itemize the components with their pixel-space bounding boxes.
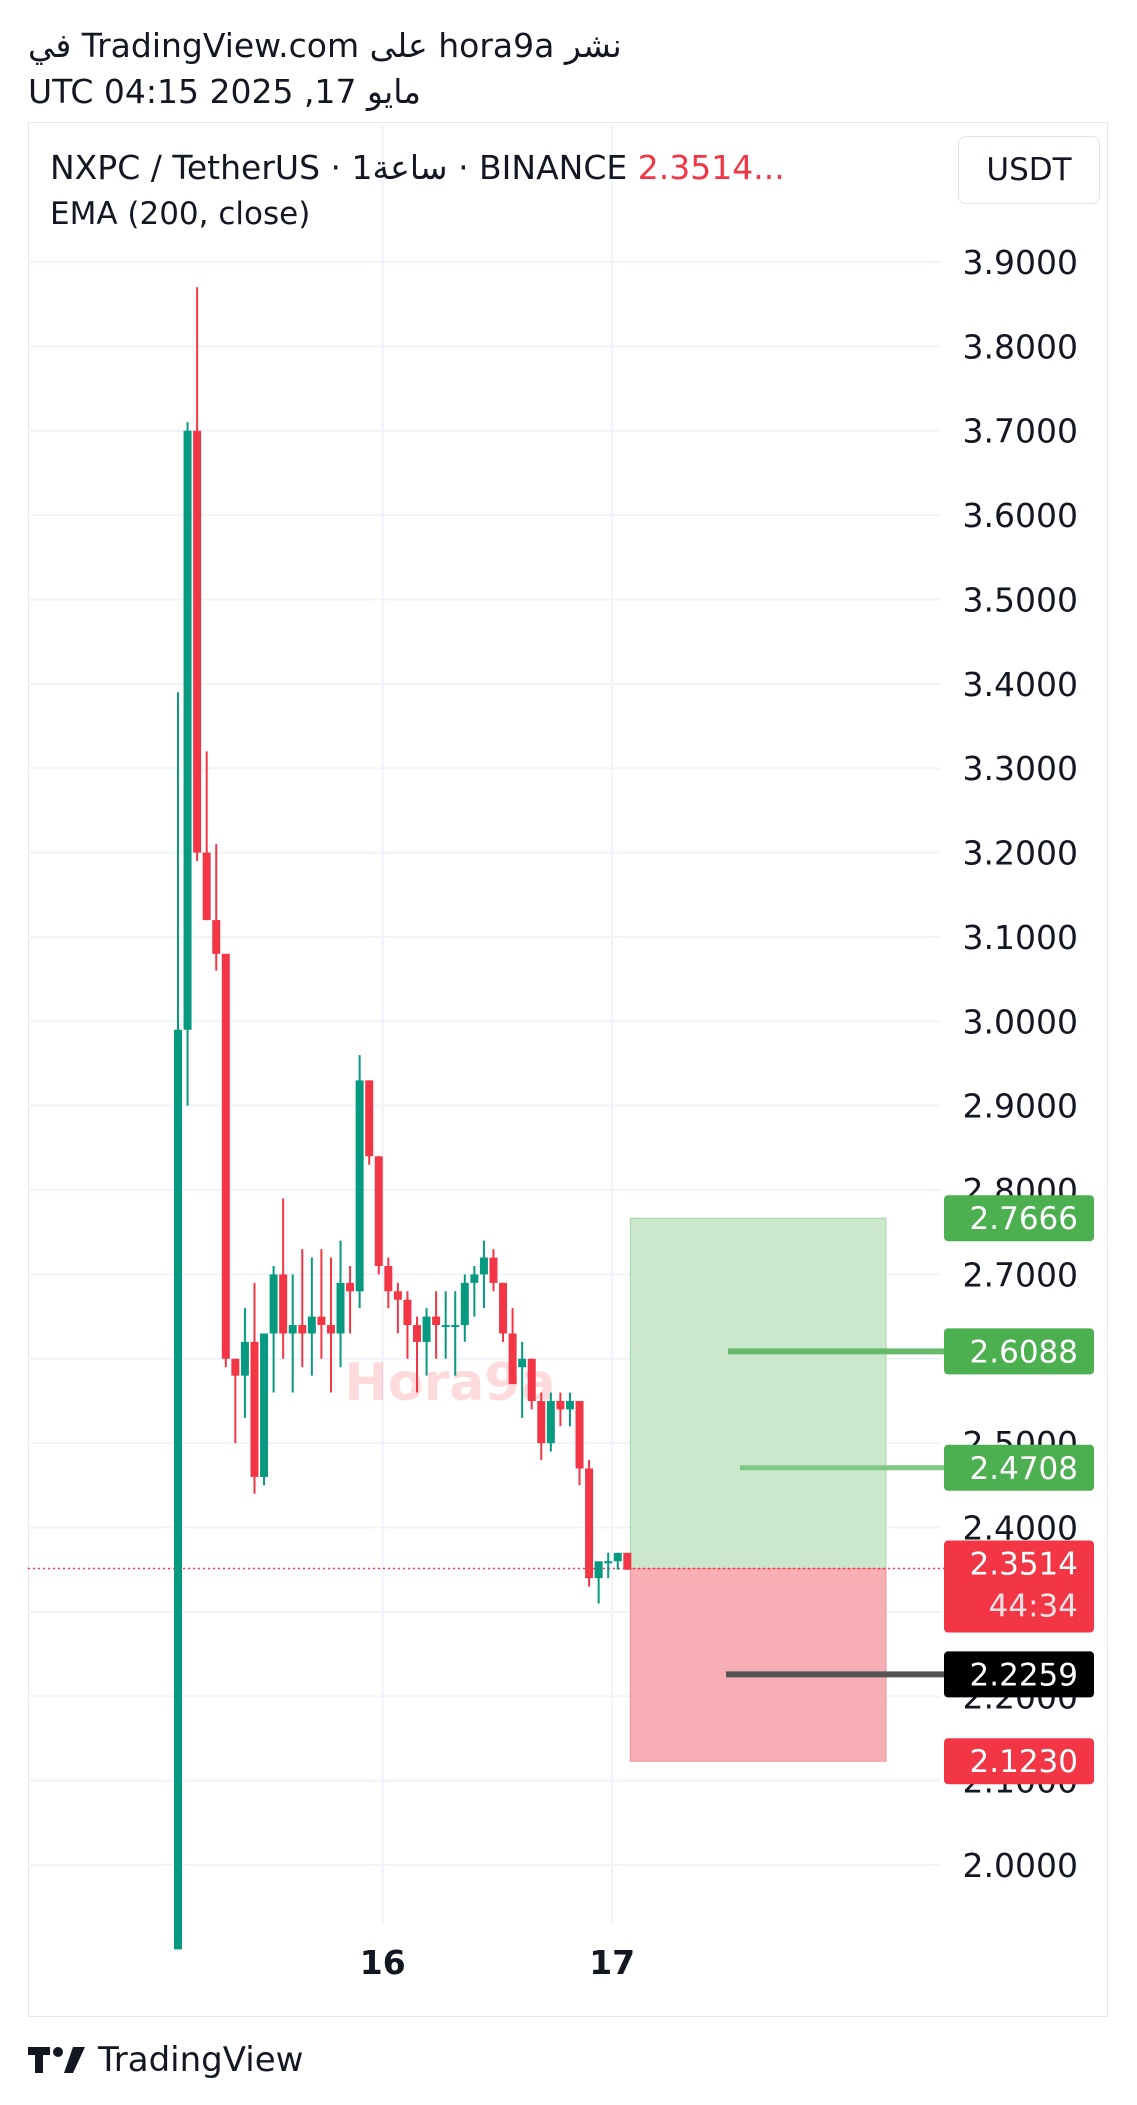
profit-zone[interactable] [629,1217,887,1570]
candle-body[interactable] [240,1341,249,1376]
y-tick-label: 3.6000 [963,496,1078,535]
candle-body[interactable] [374,1156,383,1266]
price-axis-label-text: 2.7666 [970,1201,1078,1237]
price-axis-label [944,1738,1094,1785]
price-axis-label-text: 2.1230 [970,1744,1078,1780]
candle-body[interactable] [585,1468,594,1579]
candle-body[interactable] [193,430,202,853]
candle-body[interactable] [432,1316,441,1326]
x-tick-label: 17 [589,1943,635,1982]
candle-body[interactable] [537,1400,546,1444]
candle-body[interactable] [489,1257,498,1283]
y-tick-label: 3.5000 [963,580,1078,619]
currency-button[interactable]: USDT [958,136,1100,204]
loss-zone[interactable] [629,1568,887,1762]
footer-brand: TradingView [98,2040,304,2080]
candle-body[interactable] [260,1333,269,1477]
candle-body[interactable] [575,1400,584,1469]
candle-body[interactable] [250,1341,259,1477]
candle-body[interactable] [546,1400,555,1444]
y-tick-label: 3.1000 [963,918,1078,957]
chart-frame [28,122,1108,2017]
candle-body[interactable] [479,1257,488,1275]
candle-body[interactable] [527,1358,536,1401]
price-axis-countdown: 44:34 [989,1589,1078,1625]
indicator-legend[interactable]: EMA (200, close) [50,196,311,232]
candle-body[interactable] [202,852,211,921]
symbol-legend[interactable]: NXPC / TetherUS · 1ساعة · BINANCE 2.3514… [50,148,785,187]
candle-body[interactable] [183,430,192,1030]
tradingview-logo-icon [28,2047,85,2073]
candle-body[interactable] [451,1325,460,1328]
y-tick-label: 3.0000 [963,1002,1078,1041]
candle-body[interactable] [556,1400,565,1410]
candle-body[interactable] [422,1316,431,1342]
y-tick-label: 3.3000 [963,749,1078,788]
candle-body[interactable] [174,1029,182,1950]
candle-body[interactable] [355,1080,364,1292]
price-axis-label [944,1540,1094,1633]
legend-last-price: 2.3514... [637,148,785,187]
candle-body[interactable] [298,1325,307,1334]
candle-body[interactable] [613,1552,622,1562]
price-axis-label [944,1444,1094,1491]
candle-body[interactable] [221,953,230,1359]
publish-date: مايو 17, 2025 04:15 UTC [28,72,421,111]
candle-body[interactable] [604,1561,613,1564]
candle-body[interactable] [403,1299,412,1326]
price-axis-label-text: 2.3514 [970,1547,1078,1583]
candle-body[interactable] [307,1316,316,1334]
candle-body[interactable] [470,1274,479,1283]
candle-body[interactable] [499,1282,508,1334]
candle-body[interactable] [594,1561,603,1579]
candle-body[interactable] [518,1358,527,1368]
price-axis-label [944,1195,1094,1242]
publish-info: نشر hora9a على TradingView.com في [28,26,622,65]
candle-body[interactable] [346,1282,355,1292]
candle-body[interactable] [288,1325,297,1334]
candle-body[interactable] [393,1291,402,1300]
candle-body[interactable] [279,1274,288,1334]
y-tick-label: 2.0000 [963,1846,1078,1885]
candle-body[interactable] [365,1080,374,1157]
candle-body[interactable] [460,1282,469,1326]
candle-body[interactable] [231,1358,240,1376]
candle-body[interactable] [508,1333,517,1385]
candle-body[interactable] [336,1282,345,1334]
candle-body[interactable] [317,1316,326,1326]
y-tick-label: 3.9000 [963,243,1078,282]
price-axis-label [944,1328,1094,1375]
y-tick-label: 2.7000 [963,1255,1078,1294]
y-tick-label: 3.4000 [963,665,1078,704]
price-axis-label [944,1651,1094,1698]
candle-body[interactable] [441,1325,450,1328]
candle-body[interactable] [565,1400,574,1410]
price-axis-label-text: 2.4708 [970,1451,1078,1487]
candle-body[interactable] [623,1552,632,1570]
y-tick-label: 3.8000 [963,327,1078,366]
candle-body[interactable] [269,1274,278,1334]
footer: TradingView [28,2040,303,2080]
y-tick-label: 3.2000 [963,834,1078,873]
candle-body[interactable] [326,1325,335,1334]
price-axis-label-text: 2.6088 [970,1334,1078,1370]
candle-body[interactable] [413,1325,421,1342]
y-tick-label: 3.7000 [963,412,1078,451]
candle-body[interactable] [212,920,221,954]
x-tick-label: 16 [360,1943,406,1982]
symbol-title: NXPC / TetherUS · 1ساعة · BINANCE [50,148,628,187]
candle-body[interactable] [384,1265,393,1292]
y-tick-label: 2.9000 [963,1087,1078,1126]
price-axis-label-text: 2.2259 [970,1657,1078,1693]
